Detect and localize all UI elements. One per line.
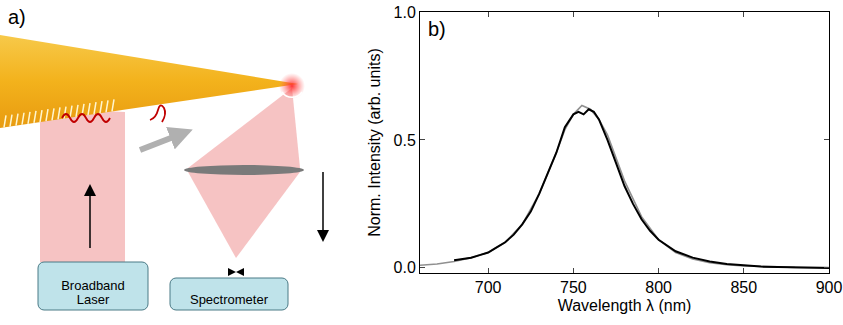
svg-text:Norm. Intensity (arb. units): Norm. Intensity (arb. units) — [366, 48, 383, 237]
svg-text:Spectrometer: Spectrometer — [190, 292, 269, 307]
svg-text:700: 700 — [475, 279, 502, 296]
svg-text:0.0: 0.0 — [394, 259, 416, 276]
svg-text:b): b) — [428, 18, 446, 40]
svg-text:900: 900 — [816, 279, 843, 296]
svg-text:750: 750 — [560, 279, 587, 296]
svg-text:0.5: 0.5 — [394, 132, 416, 149]
svg-text:850: 850 — [730, 279, 757, 296]
svg-text:a): a) — [8, 6, 26, 28]
svg-text:Broadband: Broadband — [61, 278, 125, 293]
svg-text:800: 800 — [645, 279, 672, 296]
svg-text:1.0: 1.0 — [394, 4, 416, 21]
svg-text:Laser: Laser — [77, 292, 110, 307]
svg-text:Wavelength λ (nm): Wavelength λ (nm) — [558, 297, 692, 314]
